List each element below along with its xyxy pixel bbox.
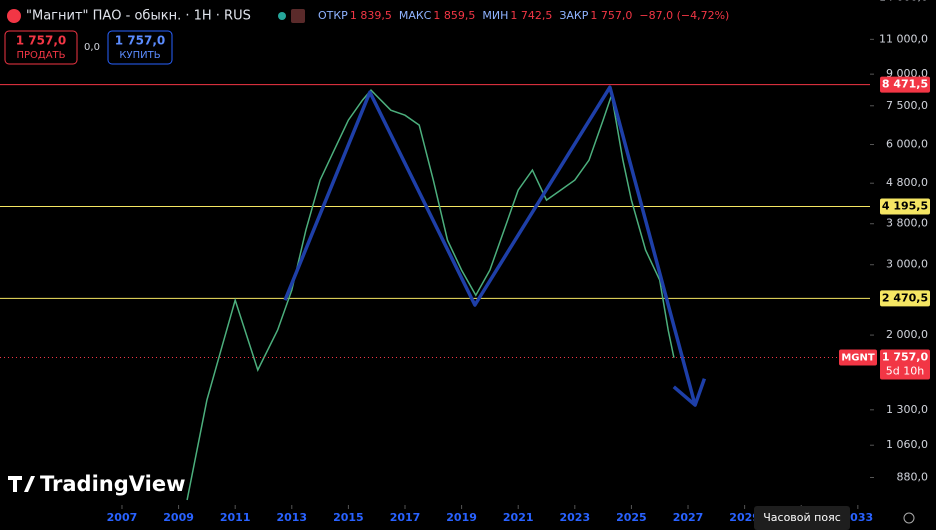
buy-button[interactable] [107,30,173,65]
level-label-box [880,290,930,307]
x-tick-label: 2033 [843,511,874,524]
y-tick-label: 2 000,0 [886,328,928,341]
symbol-box [839,349,877,366]
ohlc-value: 1 757,0 [590,9,632,22]
settings-icon[interactable] [903,512,915,524]
y-tick-label: 1 060,0 [886,438,928,451]
x-tick-label: 2017 [390,511,421,524]
symbol-icon [7,9,21,23]
x-tick-label: 2025 [616,511,647,524]
ohlc-label: МАКС [399,9,432,22]
y-tick-label: 6 000,0 [886,137,928,150]
indicator-icon [291,9,305,23]
sell-button[interactable] [4,30,78,65]
x-tick-label: 2021 [503,511,534,524]
y-tick-label: 880,0 [897,471,929,484]
plot-area [0,84,870,501]
ohlc-value: 1 859,5 [433,9,475,22]
sell-label[interactable]: ПРОДАТЬ [16,50,65,61]
y-tick-label: 14 000,0 [879,0,928,4]
ohlc-value: 1 742,5 [510,9,552,22]
x-tick-label: 2011 [220,511,251,524]
timezone-label[interactable]: Часовой пояс [763,511,841,524]
level-label-box [880,76,930,93]
symbol-label: MGNT [841,353,875,364]
branding: TradingView [8,472,185,496]
x-tick-label: 2019 [446,511,477,524]
buy-label[interactable]: КУПИТЬ [119,50,160,61]
status-dot [278,12,286,20]
buy-price[interactable]: 1 757,0 [115,34,165,48]
last-price-box [880,349,930,380]
trade-panel: 1 757,0 ПРОДАТЬ 0,0 1 757,0 КУПИТЬ [4,30,173,65]
y-tick-label: 3 000,0 [886,258,928,271]
x-tick-label: 2023 [559,511,590,524]
level-label-box [880,198,930,215]
change: −87,0 (−4,72%) [639,9,729,22]
timezone-button[interactable] [754,506,850,530]
level-label: 2 470,5 [882,291,928,304]
timezone: Часовой пояс [754,506,915,530]
ohlc-label: ЗАКР [559,9,588,22]
ohlc-label: МИН [482,9,508,22]
header: "Магнит" ПАО - обыкн. · 1H · RUS ОТКР 1 8… [7,9,729,24]
x-tick-label: 2009 [163,511,194,524]
ohlc-label: ОТКР [318,9,348,22]
y-tick-label: 4 800,0 [886,176,928,189]
axes: 880,0 1 060,0 1 300,0 2 000,0 3 000,0 3 800,0… [107,0,930,524]
pattern-line [283,85,697,406]
y-tick-label: 3 800,0 [886,217,928,230]
x-tick-label: 2013 [276,511,307,524]
y-tick-label: 1 300,0 [886,403,928,416]
x-tick-label: 2015 [333,511,364,524]
arrow-head [672,378,707,407]
y-tick-label: 7 500,0 [886,99,928,112]
y-tick-label: 11 000,0 [879,32,928,45]
countdown: 5d 10h [886,365,924,378]
logo-text: TradingView [40,472,185,496]
logo-mark [8,476,35,492]
sell-price[interactable]: 1 757,0 [16,34,66,48]
x-tick-label: 2007 [107,511,138,524]
level-label: 4 195,5 [882,200,928,213]
ohlc-value: 1 839,5 [350,9,392,22]
price-line [186,88,675,501]
level-label: 8 471,5 [882,78,928,91]
last-price-label: 1 757,0 [882,351,929,364]
x-tick-label: 2027 [673,511,704,524]
x-tick-label: 2029 [729,511,760,524]
spread: 0,0 [84,42,100,53]
instrument: "Магнит" ПАО - обыкн. · 1H · RUS [26,9,251,24]
